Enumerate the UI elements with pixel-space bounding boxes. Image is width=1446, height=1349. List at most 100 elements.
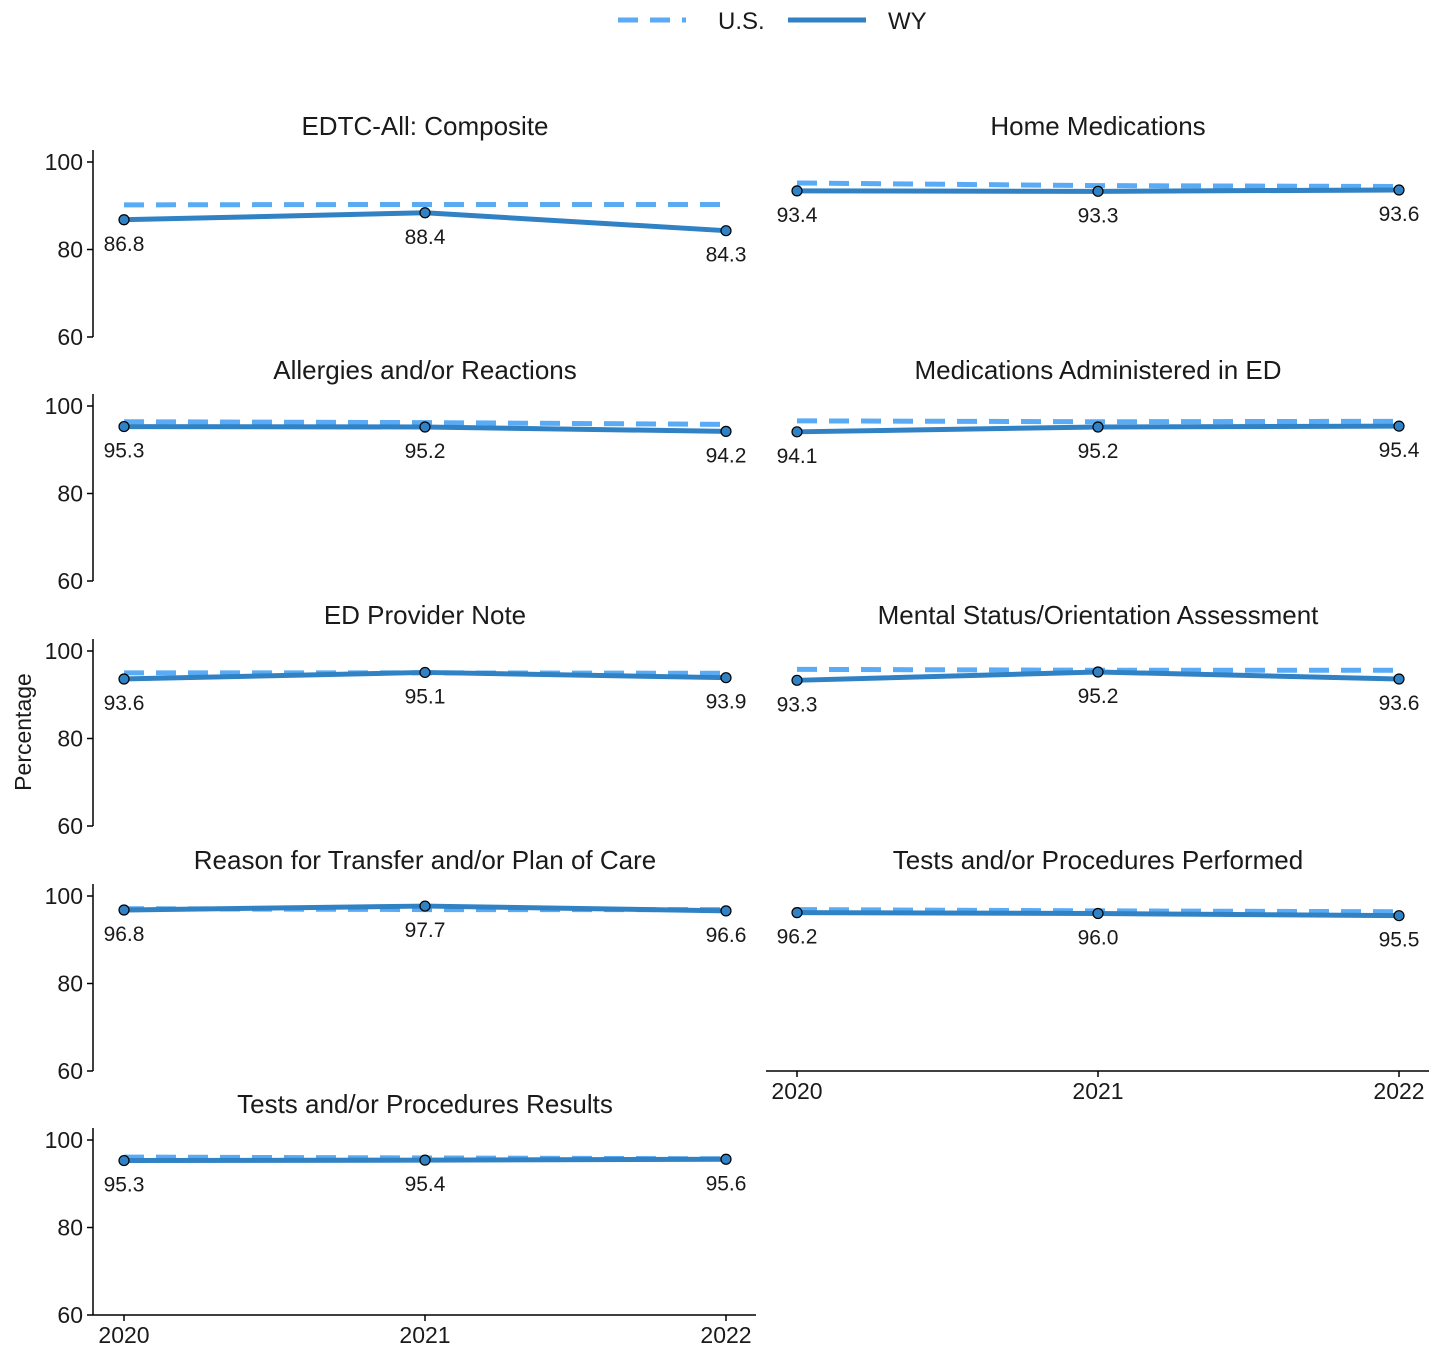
- data-label: 95.2: [1078, 440, 1119, 463]
- panel-title: Medications Administered in ED: [914, 355, 1281, 385]
- data-label: 96.8: [104, 923, 145, 946]
- data-label: 93.6: [104, 692, 145, 715]
- wy-point: [1393, 420, 1405, 432]
- data-label: 94.1: [777, 445, 818, 468]
- y-tick-label: 80: [57, 237, 83, 263]
- wy-point: [419, 421, 431, 433]
- data-label: 95.6: [706, 1172, 747, 1195]
- panels: EDTC-All: Composite 60 80 100 86.8 88.4 84.3 Ho…: [45, 111, 1429, 1348]
- y-tick-label: 80: [57, 971, 83, 997]
- wy-point: [419, 1154, 431, 1166]
- panel-home-medications: Home Medications 93.4 93.3 93.6: [777, 111, 1420, 227]
- data-label: 95.3: [104, 440, 145, 463]
- wy-point: [720, 225, 732, 237]
- panel-title: Reason for Transfer and/or Plan of Care: [194, 845, 656, 875]
- y-tick-label: 80: [57, 1215, 83, 1241]
- wy-point: [118, 1154, 130, 1167]
- y-tick-label: 60: [57, 1058, 83, 1084]
- data-label: 96.6: [706, 924, 747, 947]
- y-tick-label: 100: [45, 638, 83, 664]
- wy-point: [118, 214, 130, 226]
- data-label: 95.4: [1379, 439, 1420, 462]
- y-tick-label: 80: [57, 726, 83, 752]
- panel-title: Allergies and/or Reactions: [273, 355, 577, 385]
- wy-point: [118, 673, 130, 685]
- y-tick-label: 100: [45, 883, 83, 909]
- data-label: 95.5: [1379, 929, 1420, 952]
- wy-point: [791, 185, 803, 197]
- y-tick-label: 60: [57, 1302, 83, 1328]
- wy-point: [791, 426, 803, 438]
- panel-title: Tests and/or Procedures Performed: [893, 845, 1303, 875]
- panel-tests-and-or-procedures-results: Tests and/or Procedures Results 60 80 100 20…: [45, 1089, 756, 1348]
- panel-medications-administered-in-ed: Medications Administered in ED 94.1 95.2 95…: [777, 355, 1420, 468]
- y-tick-label: 100: [45, 149, 83, 175]
- x-tick-label: 2020: [771, 1078, 822, 1104]
- y-tick-label: 100: [45, 1127, 83, 1153]
- wy-point: [791, 674, 803, 686]
- x-tick-label: 2020: [98, 1322, 149, 1348]
- data-label: 88.4: [405, 226, 446, 249]
- x-tick-label: 2021: [1072, 1078, 1123, 1104]
- data-label: 93.6: [1379, 692, 1420, 715]
- wy-point: [720, 905, 732, 917]
- wy-point: [1393, 184, 1405, 196]
- wy-point: [118, 904, 130, 916]
- x-tick-label: 2021: [399, 1322, 450, 1348]
- data-label: 96.0: [1078, 927, 1119, 950]
- wy-point: [419, 207, 431, 219]
- us-series-line: [796, 180, 1400, 189]
- data-label: 95.1: [405, 685, 446, 708]
- data-label: 93.3: [777, 693, 818, 716]
- panel-ed-provider-note: ED Provider Note 60 80 100 93.6 95.1 93.9: [45, 600, 747, 839]
- data-label: 97.7: [405, 919, 446, 942]
- legend-wy-label: WY: [888, 8, 927, 35]
- data-label: 96.2: [777, 926, 818, 949]
- legend-us-label: U.S.: [718, 8, 765, 35]
- panel-tests-and-or-procedures-performed: Tests and/or Procedures Performed 2020 202…: [766, 845, 1429, 1104]
- x-tick-label: 2022: [1373, 1078, 1424, 1104]
- data-label: 93.4: [777, 204, 818, 227]
- panel-allergies-and-or-reactions: Allergies and/or Reactions 60 80 100 95.3 95.…: [45, 355, 747, 594]
- data-label: 84.3: [706, 244, 747, 267]
- data-label: 93.3: [1078, 204, 1119, 227]
- y-tick-label: 100: [45, 393, 83, 419]
- wy-point: [419, 666, 431, 679]
- panel-mental-status-orientation-assessment: Mental Status/Orientation Assessment 93.3…: [777, 600, 1420, 716]
- y-tick-label: 60: [57, 813, 83, 839]
- panel-title: Home Medications: [990, 111, 1205, 141]
- wy-point: [1092, 185, 1104, 197]
- x-tick-label: 2022: [700, 1322, 751, 1348]
- legend: U.S. WY: [618, 8, 927, 35]
- data-label: 95.3: [104, 1174, 145, 1197]
- wy-point: [791, 907, 803, 919]
- wy-point: [1092, 666, 1104, 678]
- data-label: 94.2: [706, 444, 747, 467]
- panel-reason-for-transfer-and-or-plan-of-care: Reason for Transfer and/or Plan of Care 6…: [45, 845, 747, 1084]
- panel-edtc-all-composite: EDTC-All: Composite 60 80 100 86.8 88.4 84.3: [45, 111, 747, 350]
- y-tick-label: 60: [57, 324, 83, 350]
- y-axis-label: Percentage: [10, 673, 36, 791]
- data-label: 95.2: [1078, 685, 1119, 708]
- wy-point: [720, 672, 732, 684]
- y-tick-label: 80: [57, 481, 83, 507]
- y-tick-label: 60: [57, 568, 83, 594]
- wy-point: [1092, 421, 1104, 433]
- wy-point: [419, 900, 431, 912]
- panel-title: Mental Status/Orientation Assessment: [878, 600, 1320, 630]
- data-label: 93.6: [1379, 203, 1420, 226]
- data-label: 95.2: [405, 440, 446, 463]
- data-label: 93.9: [706, 691, 747, 714]
- data-label: 95.4: [405, 1173, 446, 1196]
- wy-point: [720, 1153, 732, 1165]
- wy-point: [1393, 910, 1405, 922]
- panel-title: Tests and/or Procedures Results: [237, 1089, 613, 1119]
- wy-point: [118, 420, 130, 433]
- data-label: 86.8: [104, 233, 145, 256]
- wy-point: [720, 425, 732, 437]
- wy-point: [1393, 673, 1405, 685]
- wy-point: [1092, 907, 1104, 920]
- panel-title: ED Provider Note: [324, 600, 526, 630]
- panel-title: EDTC-All: Composite: [301, 111, 548, 141]
